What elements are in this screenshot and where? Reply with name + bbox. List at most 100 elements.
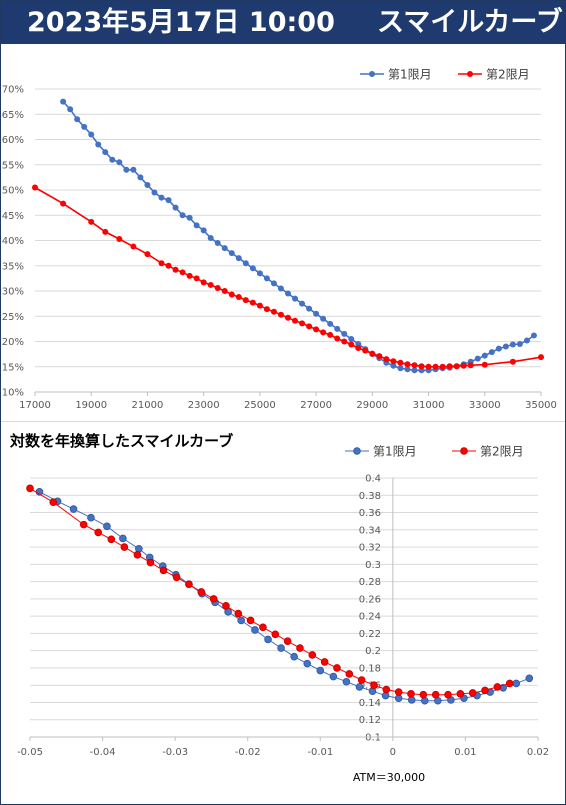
y-tick-label: 0.26	[359, 594, 381, 605]
data-point-series-1	[313, 310, 320, 317]
data-point-series-1	[144, 181, 151, 188]
x-tick-label: 0	[390, 747, 396, 758]
data-point-series-1	[87, 513, 95, 522]
atm-annotation: ATM＝30,000	[353, 771, 425, 784]
data-point-series-2	[404, 361, 411, 368]
data-point-series-2	[26, 484, 34, 493]
data-point-series-1	[235, 255, 242, 262]
data-point-series-2	[467, 362, 474, 369]
data-point-series-2	[94, 528, 103, 537]
data-point-series-2	[144, 251, 151, 258]
data-point-series-1	[158, 194, 165, 201]
data-point-series-1	[116, 159, 123, 166]
data-point-series-1	[74, 116, 81, 123]
y-tick-label: 70%	[2, 85, 24, 96]
data-point-series-2	[133, 551, 142, 559]
data-point-series-2	[345, 670, 354, 678]
data-point-series-1	[251, 626, 259, 634]
data-point-series-2	[333, 664, 341, 672]
data-point-series-2	[107, 535, 116, 544]
data-point-series-1	[179, 212, 186, 219]
data-point-series-2	[370, 681, 378, 690]
data-point-series-2	[263, 306, 270, 313]
data-point-series-1	[290, 652, 298, 661]
data-point-series-1	[264, 635, 272, 644]
data-point-series-2	[357, 676, 366, 684]
data-point-series-2	[341, 338, 348, 345]
data-point-series-2	[509, 358, 516, 365]
data-point-series-2	[214, 284, 221, 291]
header-title: スマイルカーブ	[377, 7, 563, 38]
y-tick-label: 10%	[2, 388, 24, 399]
data-point-series-2	[407, 690, 415, 698]
data-point-series-2	[165, 262, 172, 269]
data-point-series-1	[69, 505, 78, 513]
data-point-series-1	[207, 234, 214, 241]
x-tick-label: 33000	[469, 400, 501, 411]
y-tick-label: 45%	[2, 211, 24, 222]
data-point-series-2	[505, 679, 514, 688]
data-point-series-2	[493, 683, 502, 691]
data-point-series-2	[249, 299, 256, 306]
data-point-series-2	[259, 623, 267, 632]
data-point-series-2	[242, 297, 249, 304]
data-point-series-2	[172, 266, 179, 273]
data-point-series-1	[102, 149, 109, 156]
data-point-series-1	[186, 214, 193, 221]
data-point-series-1	[285, 290, 291, 297]
data-point-series-2	[313, 326, 320, 333]
legend-marker-2	[460, 447, 468, 455]
data-point-series-1	[165, 197, 172, 204]
data-point-series-2	[481, 361, 488, 368]
legend-marker-1	[369, 71, 375, 77]
data-point-series-1	[263, 275, 270, 282]
data-point-series-2	[481, 686, 489, 695]
x-tick-label: 21000	[132, 400, 164, 411]
data-point-series-2	[411, 362, 418, 369]
data-point-series-1	[228, 250, 235, 257]
data-point-series-2	[390, 358, 397, 365]
y-tick-label: 0.18	[359, 663, 381, 674]
data-point-series-1	[237, 616, 245, 625]
y-tick-label: 0.1	[365, 733, 381, 744]
x-tick-label: 19000	[75, 400, 107, 411]
data-point-series-2	[432, 363, 439, 370]
data-point-series-1	[516, 341, 523, 348]
data-point-series-2	[320, 329, 327, 336]
y-tick-label: 30%	[2, 287, 24, 298]
data-point-series-1	[509, 341, 516, 348]
data-point-series-2	[102, 228, 109, 235]
data-point-series-2	[446, 363, 453, 370]
data-point-series-1	[355, 683, 364, 691]
y-tick-label: 40%	[2, 236, 24, 247]
data-point-series-2	[460, 362, 467, 369]
data-point-series-1	[327, 320, 334, 327]
data-point-series-2	[120, 543, 129, 551]
data-point-series-2	[271, 630, 280, 639]
data-point-series-1	[530, 332, 537, 339]
data-point-series-2	[538, 354, 544, 361]
chart-divider	[1, 421, 565, 422]
data-point-series-1	[214, 240, 221, 247]
data-point-series-1	[342, 677, 351, 686]
y-tick-label: 0.38	[359, 491, 381, 502]
data-point-series-1	[404, 366, 411, 373]
y-tick-label: 0.12	[359, 715, 381, 726]
data-point-series-2	[222, 601, 230, 610]
y-tick-label: 0.14	[359, 698, 381, 709]
data-point-series-1	[502, 343, 509, 350]
legend-label-1: 第1限月	[373, 445, 417, 459]
data-point-series-2	[270, 308, 277, 315]
y-tick-label: 65%	[2, 110, 24, 121]
data-point-series-2	[285, 314, 291, 321]
data-point-series-2	[299, 320, 306, 327]
data-point-series-2	[235, 294, 242, 301]
x-tick-label: 23000	[188, 400, 220, 411]
x-tick-label: -0.05	[17, 747, 43, 758]
data-point-series-2	[283, 637, 292, 645]
y-tick-label: 60%	[2, 135, 24, 146]
data-point-series-2	[418, 363, 425, 370]
data-point-series-1	[397, 365, 404, 372]
x-tick-label: 27000	[300, 400, 332, 411]
data-point-series-2	[209, 595, 218, 603]
